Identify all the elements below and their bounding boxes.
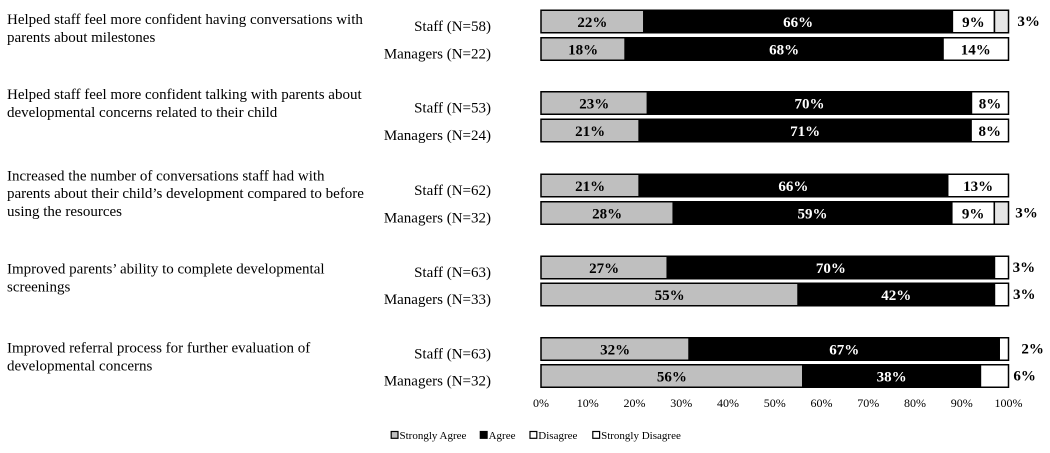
svg-text:Managers (N=33): Managers (N=33) (384, 292, 491, 308)
svg-text:23%: 23% (579, 97, 609, 113)
svg-text:developmental concerns: developmental concerns (7, 358, 153, 374)
svg-text:21%: 21% (575, 179, 605, 195)
svg-text:Increased the number of conver: Increased the number of conversations st… (7, 168, 325, 184)
svg-text:Staff (N=62): Staff (N=62) (414, 183, 491, 199)
svg-text:32%: 32% (600, 343, 630, 359)
svg-text:Improved parents’ ability to c: Improved parents’ ability to complete de… (7, 262, 325, 278)
svg-text:50%: 50% (764, 396, 786, 410)
svg-text:59%: 59% (798, 207, 828, 223)
svg-text:Managers (N=32): Managers (N=32) (384, 211, 491, 227)
svg-text:Helped staff feel more confide: Helped staff feel more confident talking… (7, 87, 362, 103)
svg-text:100%: 100% (995, 396, 1023, 410)
svg-text:56%: 56% (657, 370, 687, 386)
svg-text:42%: 42% (881, 288, 911, 304)
svg-text:parents about milestones: parents about milestones (7, 30, 155, 46)
svg-text:screenings: screenings (7, 280, 70, 296)
svg-text:Disagree: Disagree (538, 430, 577, 442)
svg-text:22%: 22% (577, 15, 607, 31)
svg-text:9%: 9% (962, 15, 985, 31)
svg-text:28%: 28% (592, 207, 622, 223)
svg-text:20%: 20% (624, 396, 646, 410)
svg-text:66%: 66% (778, 179, 808, 195)
svg-text:40%: 40% (717, 396, 739, 410)
svg-text:Helped staff feel more confide: Helped staff feel more confident having … (7, 12, 363, 28)
svg-text:3%: 3% (1013, 260, 1036, 276)
svg-text:3%: 3% (1015, 205, 1038, 221)
svg-text:2%: 2% (1021, 341, 1044, 357)
svg-text:Managers (N=22): Managers (N=22) (384, 47, 491, 63)
svg-text:Managers (N=32): Managers (N=32) (384, 374, 491, 390)
svg-text:66%: 66% (783, 15, 813, 31)
svg-text:80%: 80% (904, 396, 926, 410)
svg-text:38%: 38% (877, 370, 907, 386)
svg-text:10%: 10% (577, 396, 599, 410)
svg-text:14%: 14% (961, 43, 991, 59)
svg-text:Staff (N=53): Staff (N=53) (414, 101, 491, 117)
svg-text:Managers (N=24): Managers (N=24) (384, 128, 491, 144)
svg-text:67%: 67% (829, 343, 859, 359)
svg-text:Strongly Disagree: Strongly Disagree (601, 430, 681, 442)
svg-text:90%: 90% (951, 396, 973, 410)
svg-text:55%: 55% (655, 288, 685, 304)
svg-text:70%: 70% (857, 396, 879, 410)
svg-text:8%: 8% (979, 97, 1002, 113)
svg-text:3%: 3% (1013, 287, 1036, 303)
svg-text:70%: 70% (816, 261, 846, 277)
svg-text:using the resources: using the resources (7, 204, 122, 220)
svg-text:3%: 3% (1017, 14, 1040, 30)
svg-text:Staff (N=63): Staff (N=63) (414, 347, 491, 363)
svg-text:Strongly Agree: Strongly Agree (400, 430, 467, 442)
svg-text:68%: 68% (769, 43, 799, 59)
svg-text:parents about their child’s de: parents about their child’s development … (7, 186, 364, 202)
svg-text:Improved referral process for: Improved referral process for further ev… (7, 340, 310, 356)
svg-text:70%: 70% (795, 97, 825, 113)
svg-text:Staff (N=58): Staff (N=58) (414, 19, 491, 35)
svg-text:Staff (N=63): Staff (N=63) (414, 265, 491, 281)
svg-text:Agree: Agree (489, 430, 516, 442)
svg-text:13%: 13% (963, 179, 993, 195)
svg-text:developmental concerns related: developmental concerns related to their … (7, 105, 278, 121)
svg-text:8%: 8% (979, 124, 1002, 140)
svg-text:71%: 71% (790, 124, 820, 140)
svg-text:27%: 27% (589, 261, 619, 277)
svg-text:6%: 6% (1013, 368, 1036, 384)
svg-text:0%: 0% (533, 396, 549, 410)
svg-text:18%: 18% (568, 43, 598, 59)
svg-text:21%: 21% (575, 124, 605, 140)
svg-text:9%: 9% (962, 207, 985, 223)
svg-text:60%: 60% (811, 396, 833, 410)
svg-text:30%: 30% (670, 396, 692, 410)
